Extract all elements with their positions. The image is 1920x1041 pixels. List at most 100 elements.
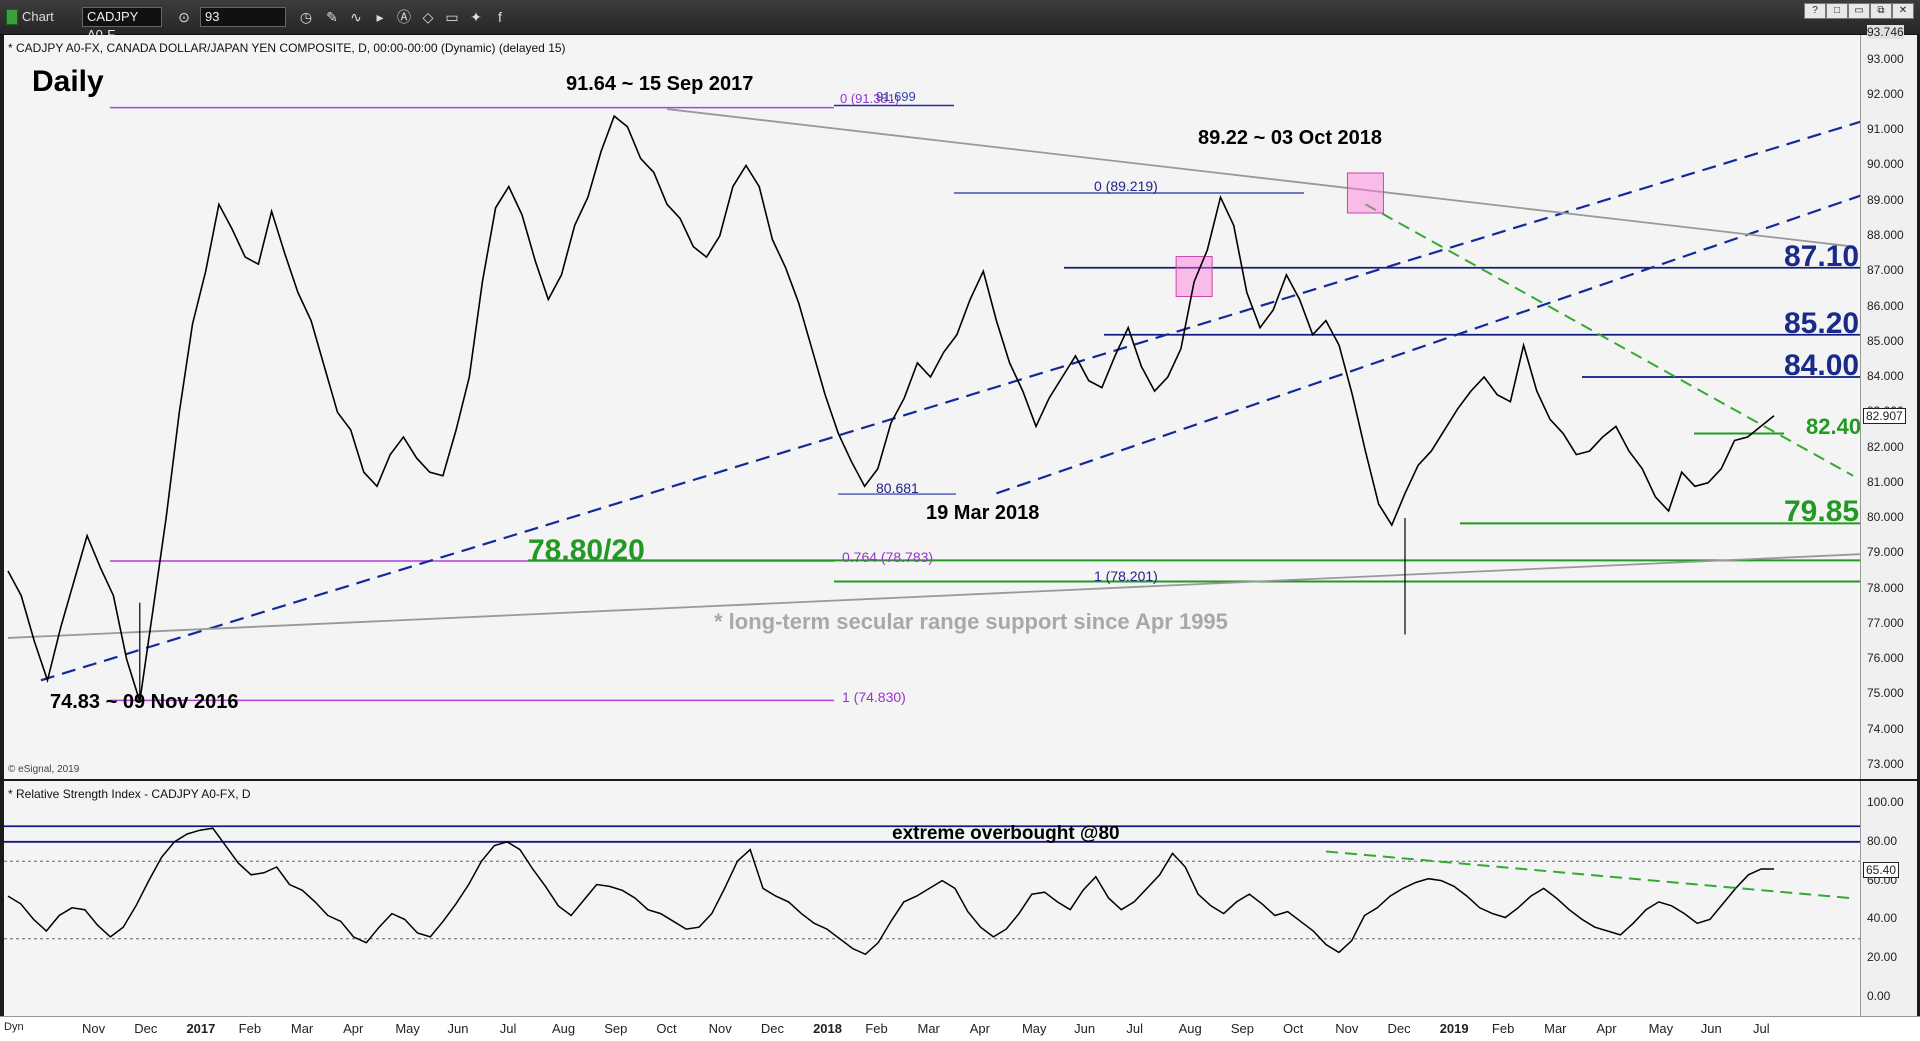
price-tick-label: 79.000 bbox=[1867, 545, 1904, 560]
date-tick-label: Mar bbox=[917, 1021, 940, 1036]
date-tick-label: Apr bbox=[969, 1021, 990, 1036]
price-tick-label: 87.000 bbox=[1867, 263, 1904, 278]
date-tick-label: Oct bbox=[1283, 1021, 1304, 1036]
date-tick-label: Dec bbox=[134, 1021, 158, 1036]
price-tick-label: 80.000 bbox=[1867, 510, 1904, 525]
rsi-tick-label: 0.00 bbox=[1867, 989, 1891, 1003]
price-tick-label: 75.000 bbox=[1867, 686, 1904, 701]
dyn-label[interactable]: Dyn bbox=[4, 1021, 24, 1033]
daily-label: Daily bbox=[32, 65, 104, 98]
date-tick-label: Jun bbox=[1700, 1021, 1722, 1036]
fib-0-mid-label: 0 (89.219) bbox=[1094, 178, 1158, 194]
highlight-box-jun-2018 bbox=[1175, 256, 1213, 298]
comment-icon[interactable]: ▭ bbox=[445, 9, 459, 25]
minimize-button[interactable]: ▭ bbox=[1848, 3, 1870, 19]
price-tick-label: 85.000 bbox=[1867, 333, 1904, 348]
curve-icon[interactable]: ∿ bbox=[350, 9, 362, 25]
fib-80681-label: 80.681 bbox=[876, 480, 919, 496]
rsi-series-line bbox=[7, 827, 1774, 956]
price-y-axis[interactable]: 93.746 93.000 92.000 91.000 90.000 89.000 88.0… bbox=[1860, 25, 1917, 779]
esignal-logo-icon bbox=[6, 9, 18, 25]
price-panel[interactable]: * CADJPY A0-FX, CANADA DOLLAR/JAPAN YEN … bbox=[4, 35, 1862, 779]
secular-support-note: * long-term secular range support since … bbox=[714, 609, 1228, 634]
date-x-axis[interactable]: Dyn Nov Dec 2017 Feb Mar Apr May Jun Jul Aug Sep Oc… bbox=[0, 1016, 1920, 1041]
price-tick-label: 81.000 bbox=[1867, 474, 1904, 489]
rsi-panel-title: * Relative Strength Index - CADJPY A0-FX… bbox=[8, 787, 251, 801]
date-tick-label: 2018 bbox=[813, 1021, 842, 1036]
help-button[interactable]: ? bbox=[1804, 3, 1826, 19]
date-tick-label: 2017 bbox=[186, 1021, 216, 1036]
price-tick-label: 76.000 bbox=[1867, 651, 1904, 666]
price-tick-label: 92.000 bbox=[1867, 86, 1904, 101]
date-tick-label: Aug bbox=[551, 1021, 576, 1036]
date-tick-label: Nov bbox=[708, 1021, 732, 1036]
rsi-downtrend-line bbox=[1326, 850, 1851, 900]
price-panel-title: * CADJPY A0-FX, CANADA DOLLAR/JAPAN YEN … bbox=[8, 41, 566, 55]
pencil-icon[interactable]: ✎ bbox=[326, 9, 338, 25]
price-tick-label: 73.000 bbox=[1867, 756, 1904, 771]
long-term-resistance-line bbox=[666, 108, 1854, 248]
date-tick-label: Oct bbox=[656, 1021, 677, 1036]
twitter-icon[interactable]: ✦ bbox=[470, 9, 482, 25]
date-tick-label: Sep bbox=[1230, 1021, 1254, 1036]
price-tick-label: 78.000 bbox=[1867, 580, 1904, 595]
date-tick-label: Dec bbox=[760, 1021, 784, 1036]
date-tick-label: Sep bbox=[604, 1021, 628, 1036]
diamond-icon[interactable]: ◇ bbox=[422, 9, 434, 25]
support-zone-label: 78.80/20 bbox=[528, 534, 645, 567]
interval-select[interactable]: 93 bbox=[200, 7, 286, 27]
copyright-label: © eSignal, 2019 bbox=[8, 764, 80, 775]
date-tick-label: Apr bbox=[1596, 1021, 1617, 1036]
price-tick-label: 93.000 bbox=[1867, 51, 1904, 66]
clock-icon[interactable]: ◷ bbox=[299, 9, 313, 25]
green-downtrend-line bbox=[1364, 203, 1854, 477]
level-8240-label: 82.40 bbox=[1806, 414, 1862, 439]
low-mar-2018-label: 19 Mar 2018 bbox=[926, 502, 1040, 524]
date-tick-label: May bbox=[395, 1021, 420, 1036]
date-tick-label: Apr bbox=[343, 1021, 364, 1036]
level-8520-label: 85.20 bbox=[1784, 307, 1860, 340]
overbought-note: extreme overbought @80 bbox=[892, 823, 1120, 844]
link-icon[interactable]: ⊙ bbox=[178, 9, 190, 25]
symbol-input[interactable]: CADJPY A0-F bbox=[82, 7, 162, 42]
date-tick-label: Feb bbox=[865, 1021, 888, 1036]
date-tick-label: Jun bbox=[1074, 1021, 1096, 1036]
level-8400-label: 84.00 bbox=[1784, 349, 1860, 382]
app-title: Chart bbox=[22, 9, 54, 24]
price-tick-label: 82.000 bbox=[1867, 439, 1904, 454]
date-tick-label: Feb bbox=[1491, 1021, 1515, 1036]
fib-top-alt-label: 91.699 bbox=[876, 89, 916, 104]
date-tick-label: Nov bbox=[1335, 1021, 1359, 1036]
date-tick-label: Nov bbox=[82, 1021, 106, 1036]
price-chart-svg bbox=[7, 104, 1860, 702]
rsi-tick-label: 80.00 bbox=[1867, 833, 1898, 848]
date-tick-label: Jul bbox=[499, 1021, 517, 1036]
link-window-button[interactable]: □ bbox=[1826, 3, 1848, 19]
date-tick-label: Jul bbox=[1753, 1021, 1770, 1036]
channel-upper-line bbox=[40, 120, 1860, 682]
date-tick-label: May bbox=[1021, 1021, 1047, 1036]
highlight-box-oct-2018 bbox=[1346, 172, 1384, 214]
date-tick-label: Mar bbox=[1544, 1021, 1567, 1036]
date-tick-label: Dec bbox=[1387, 1021, 1411, 1036]
rsi-tick-label: 20.00 bbox=[1867, 950, 1898, 965]
low-nov-2016-label: 74.83 ~ 09 Nov 2016 bbox=[50, 691, 239, 713]
secular-support-line bbox=[7, 553, 1860, 639]
fib-1-mid-label: 1 (78.201) bbox=[1094, 568, 1158, 584]
rsi-y-axis[interactable]: 100.00 80.00 60.00 40.00 20.00 0.00 65.40 bbox=[1860, 781, 1917, 1016]
play-icon[interactable]: ▸ bbox=[376, 9, 384, 25]
price-tick-label: 91.000 bbox=[1867, 122, 1904, 137]
fib-1-low-label: 1 (74.830) bbox=[842, 689, 906, 705]
close-button[interactable]: ✕ bbox=[1892, 3, 1914, 19]
rsi-tick-label: 100.00 bbox=[1867, 795, 1904, 809]
alert-icon[interactable]: Ⓐ bbox=[397, 9, 411, 25]
facebook-icon[interactable]: f bbox=[498, 9, 502, 25]
toolbar: Chart CADJPY A0-F ⊙ 93 ◷ ✎ ∿ ▸ Ⓐ ◇ ▭ ✦ f… bbox=[0, 0, 1920, 42]
top-price-label: 93.746 bbox=[1867, 25, 1904, 40]
restore-button[interactable]: ⧉ bbox=[1870, 3, 1892, 19]
price-tick-label: 89.000 bbox=[1867, 192, 1904, 207]
date-tick-label: Jun bbox=[447, 1021, 469, 1036]
date-tick-label: Jul bbox=[1126, 1021, 1143, 1036]
rsi-panel[interactable]: * Relative Strength Index - CADJPY A0-FX… bbox=[4, 781, 1860, 1016]
